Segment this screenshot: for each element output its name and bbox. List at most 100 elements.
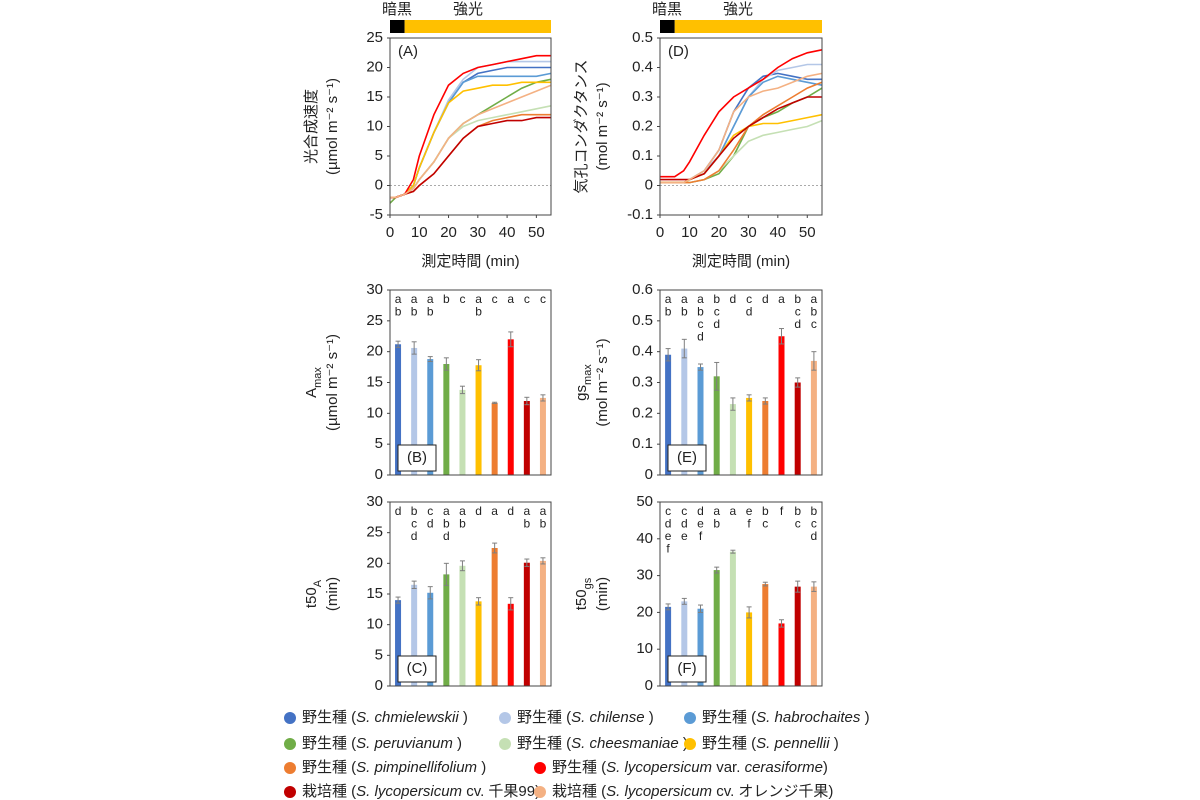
x-tick-label: 50 [799,224,816,241]
significance-letter: a [811,292,818,306]
x-tick-label: 20 [711,224,728,241]
y-tick-label: 0.5 [632,29,653,46]
panel-label: (F) [677,660,696,677]
significance-letter: d [411,529,418,543]
legend-entry: 野生種 (S. cheesmaniae ) [517,735,688,752]
legend-text: S. lycopersicum [606,783,712,800]
y-tick-label: 0.3 [632,373,653,390]
y-axis-label: (mol m⁻² s⁻¹) [594,82,611,170]
y-tick-label: 10 [636,640,653,657]
bar [395,344,402,475]
legend-entry: 野生種 (S. habrochaites ) [702,709,870,726]
significance-letter: d [794,317,801,331]
significance-letter: c [811,517,817,531]
x-tick-label: 0 [656,224,664,241]
panel-label-box [397,655,437,683]
significance-letter: a [507,292,514,306]
significance-letter: d [697,504,704,518]
x-tick-label: 40 [499,224,516,241]
legend-marker [284,712,296,724]
phase-label: 強光 [723,1,753,18]
legend-entry: 野生種 (S. peruvianum ) [302,735,462,752]
y-tick-label: 10 [366,404,383,421]
significance-letter: c [698,317,704,331]
phase-label: 強光 [453,1,483,18]
significance-letter: d [665,517,672,531]
series-line [390,81,551,199]
bar [810,360,817,475]
series-line [660,49,823,178]
significance-letter: d [811,529,818,543]
significance-letter: d [697,330,704,344]
label-base: t50 [303,587,320,608]
bar [778,336,785,475]
bar [762,584,769,686]
x-tick-label: 20 [440,224,457,241]
significance-letter: a [665,292,672,306]
y-axis-label: t50gs [573,577,594,610]
bar [539,397,546,475]
y-axis-label: Amax [303,367,324,398]
y-tick-label: 0 [645,176,653,193]
y-axis-label: (min) [324,577,341,611]
y-tick-label: 0.6 [632,281,653,298]
significance-letter: b [794,292,801,306]
legend-entry: 野生種 (S. chilense ) [517,709,654,726]
significance-letter: a [681,292,688,306]
label-sub: gs [582,577,594,589]
significance-letter: d [443,529,450,543]
significance-letter: c [795,517,801,531]
x-tick-label: 50 [528,224,545,241]
legend-marker [284,762,296,774]
significance-letter: b [411,305,418,319]
y-tick-label: 30 [366,281,383,298]
x-tick-label: 0 [386,224,394,241]
y-tick-label: 10 [366,117,383,134]
legend-marker [499,712,511,724]
legend-entry: 野生種 (S. chmielewskii ) [302,709,468,726]
plot-frame [389,37,552,216]
y-tick-label: 0.2 [632,404,653,421]
significance-letter: b [443,292,450,306]
bar [427,592,434,686]
bar [794,586,801,686]
y-tick-label: 15 [366,585,383,602]
y-tick-label: 0 [375,677,383,694]
legend-text: 野生種 ( [302,735,356,752]
legend-text: ) [645,709,654,726]
bar [746,397,753,475]
y-tick-label: 0.4 [632,58,653,75]
legend-marker [284,738,296,750]
bar [539,560,546,686]
y-axis-label: (µmol m⁻² s⁻¹) [324,78,341,175]
significance-letter: a [443,504,450,518]
x-tick-label: 40 [769,224,786,241]
series-line [390,54,551,199]
bar [475,365,482,475]
significance-letter: c [540,292,546,306]
significance-letter: f [666,542,670,556]
light-phase [404,20,551,33]
y-tick-label: 25 [366,29,383,46]
significance-letter: c [665,504,671,518]
significance-letter: a [427,292,434,306]
plot-frame [659,289,823,476]
bar [681,601,688,686]
legend-text: cerasiforme [745,759,823,776]
legend-text: 野生種 ( [702,735,756,752]
y-tick-label: 0.5 [632,312,653,329]
significance-letter: d [730,292,737,306]
x-tick-label: 30 [740,224,757,241]
plot-frame [389,501,552,687]
y-tick-label: 15 [366,88,383,105]
y-tick-label: 20 [366,343,383,360]
legend-text: ) [453,735,462,752]
significance-letter: b [427,305,434,319]
bar [746,612,753,686]
panel-label: (D) [668,43,689,60]
y-tick-label: 0 [645,466,653,483]
significance-letter: c [427,504,433,518]
panel-label-box [667,655,707,683]
